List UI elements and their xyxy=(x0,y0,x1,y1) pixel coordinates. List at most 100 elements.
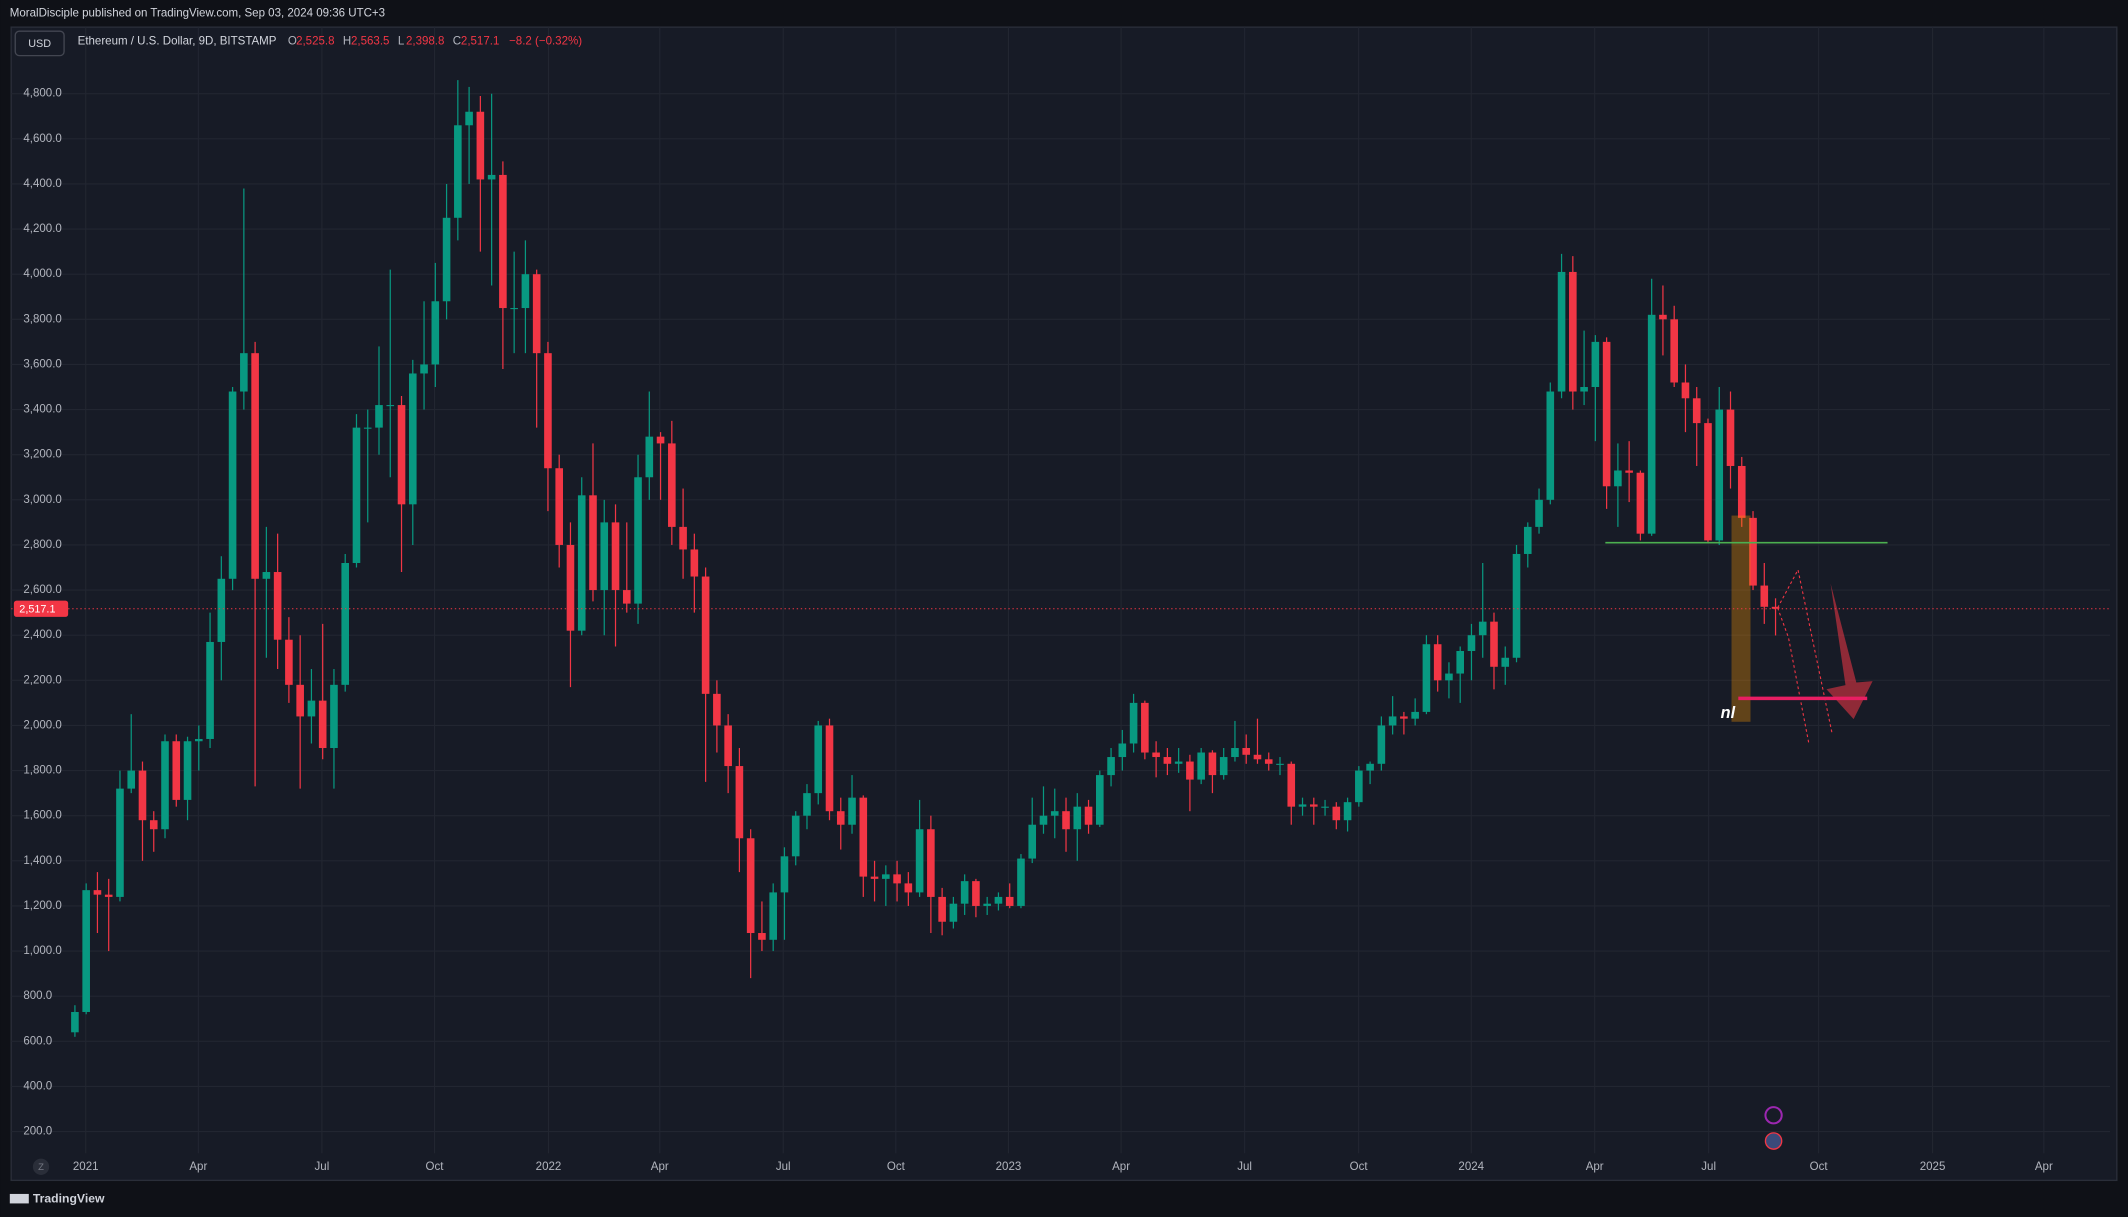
legend-key: C xyxy=(453,35,461,47)
legend-key: L xyxy=(398,35,405,47)
candle-body xyxy=(904,883,913,893)
candle-body xyxy=(521,274,530,309)
candle-body xyxy=(330,684,338,749)
x-tick-label: 2021 xyxy=(73,1161,99,1173)
candle-body xyxy=(1321,806,1329,808)
x-tick-label: Jul xyxy=(1701,1161,1716,1173)
legend-value: 2,525.8 xyxy=(296,35,334,47)
candle-body xyxy=(870,876,879,879)
candle-body xyxy=(566,544,575,631)
x-tick-label: Apr xyxy=(651,1161,669,1173)
candle-body xyxy=(363,427,372,429)
candle-body xyxy=(600,522,609,591)
candle-body xyxy=(1580,387,1588,392)
projection-path xyxy=(1777,607,1810,744)
candle-body xyxy=(972,881,980,906)
candle-body xyxy=(611,522,620,591)
legend-key: H xyxy=(343,35,351,47)
candle-body xyxy=(769,892,777,940)
event-icon[interactable] xyxy=(1764,1132,1783,1150)
candle-body xyxy=(1050,811,1059,816)
candle-body xyxy=(195,738,203,742)
y-tick-label: 4,600.0 xyxy=(23,133,61,145)
candle-body xyxy=(949,903,958,922)
candle-body xyxy=(1681,382,1690,399)
candle-body xyxy=(679,526,687,550)
candle-body xyxy=(1118,743,1127,758)
candle-body xyxy=(1332,806,1341,821)
candle-body xyxy=(82,890,90,1012)
candle-body xyxy=(499,174,507,309)
candle-body xyxy=(442,217,451,302)
candle-body xyxy=(1017,858,1025,906)
currency-button[interactable] xyxy=(14,30,65,57)
candle-body xyxy=(1591,341,1600,388)
candle-body xyxy=(1039,815,1048,825)
candle-body xyxy=(983,903,991,906)
candle-body xyxy=(408,373,417,505)
candle-body xyxy=(656,436,665,444)
candle-body xyxy=(713,693,721,726)
candle-body xyxy=(116,788,124,897)
candle-body xyxy=(1253,754,1262,760)
y-tick-label: 1,400.0 xyxy=(23,855,61,867)
candle-body xyxy=(1242,748,1251,755)
candle-body xyxy=(1501,657,1510,667)
candle-body xyxy=(161,741,169,830)
candle-body xyxy=(803,793,811,816)
candle-body xyxy=(938,896,946,922)
plot-area xyxy=(10,26,2118,1182)
candle-body xyxy=(960,881,969,904)
legend-value: 2,517.1 xyxy=(461,35,499,47)
candle-body xyxy=(1636,472,1645,534)
candle-body xyxy=(1343,802,1352,821)
brand: TradingView xyxy=(33,1192,105,1206)
candle-body xyxy=(555,468,563,545)
last-price-tag xyxy=(13,600,69,617)
candle-body xyxy=(149,820,158,830)
candle-body xyxy=(454,125,462,218)
candle-body xyxy=(1073,806,1082,830)
y-tick-label: 3,200.0 xyxy=(23,449,61,461)
y-tick-label: 600.0 xyxy=(23,1035,52,1047)
y-tick-label: 1,800.0 xyxy=(23,765,61,777)
legend-key: O xyxy=(288,35,297,47)
candle-body xyxy=(701,576,710,694)
candle-body xyxy=(1411,711,1419,719)
x-tick-label: Oct xyxy=(887,1161,906,1173)
y-tick-label: 2,800.0 xyxy=(23,539,61,551)
y-tick-label: 2,000.0 xyxy=(23,719,61,731)
legend: O 2,525.8 H 2,563.5 L 2,398.8 C 2,517.1 −8.2 (−0… xyxy=(288,35,582,47)
legend-value: 2,563.5 xyxy=(351,35,389,47)
candle-body xyxy=(138,770,147,821)
candle-body xyxy=(240,353,248,392)
zoom-button[interactable] xyxy=(32,1158,50,1175)
event-icon[interactable] xyxy=(1764,1106,1783,1125)
currency-label[interactable]: USD xyxy=(28,38,51,50)
candle-body xyxy=(1152,752,1160,758)
y-tick-label: 1,000.0 xyxy=(23,945,61,957)
candle-body xyxy=(1163,757,1172,764)
y-tick-label: 4,800.0 xyxy=(23,88,61,100)
candle-body xyxy=(217,578,226,642)
candle-body xyxy=(1692,398,1701,424)
candle-body xyxy=(1659,314,1667,320)
candle-body xyxy=(1625,470,1633,473)
candle-body xyxy=(251,353,259,579)
candle-body xyxy=(487,174,496,180)
x-tick-label: Apr xyxy=(1586,1161,1604,1173)
candle-body xyxy=(1208,752,1217,776)
zoom-icon[interactable]: Z xyxy=(38,1162,44,1173)
candle-body xyxy=(825,725,834,812)
y-tick-label: 3,800.0 xyxy=(23,313,61,325)
candle-body xyxy=(791,815,800,857)
candle-body xyxy=(375,405,383,428)
candle-body xyxy=(1287,763,1296,807)
x-tick-label: Jul xyxy=(776,1161,791,1173)
candle-body xyxy=(1512,553,1521,658)
candle-body xyxy=(71,1011,79,1033)
candle-body xyxy=(397,405,406,505)
x-tick-label: Apr xyxy=(1112,1161,1130,1173)
x-tick-label: Oct xyxy=(426,1161,445,1173)
